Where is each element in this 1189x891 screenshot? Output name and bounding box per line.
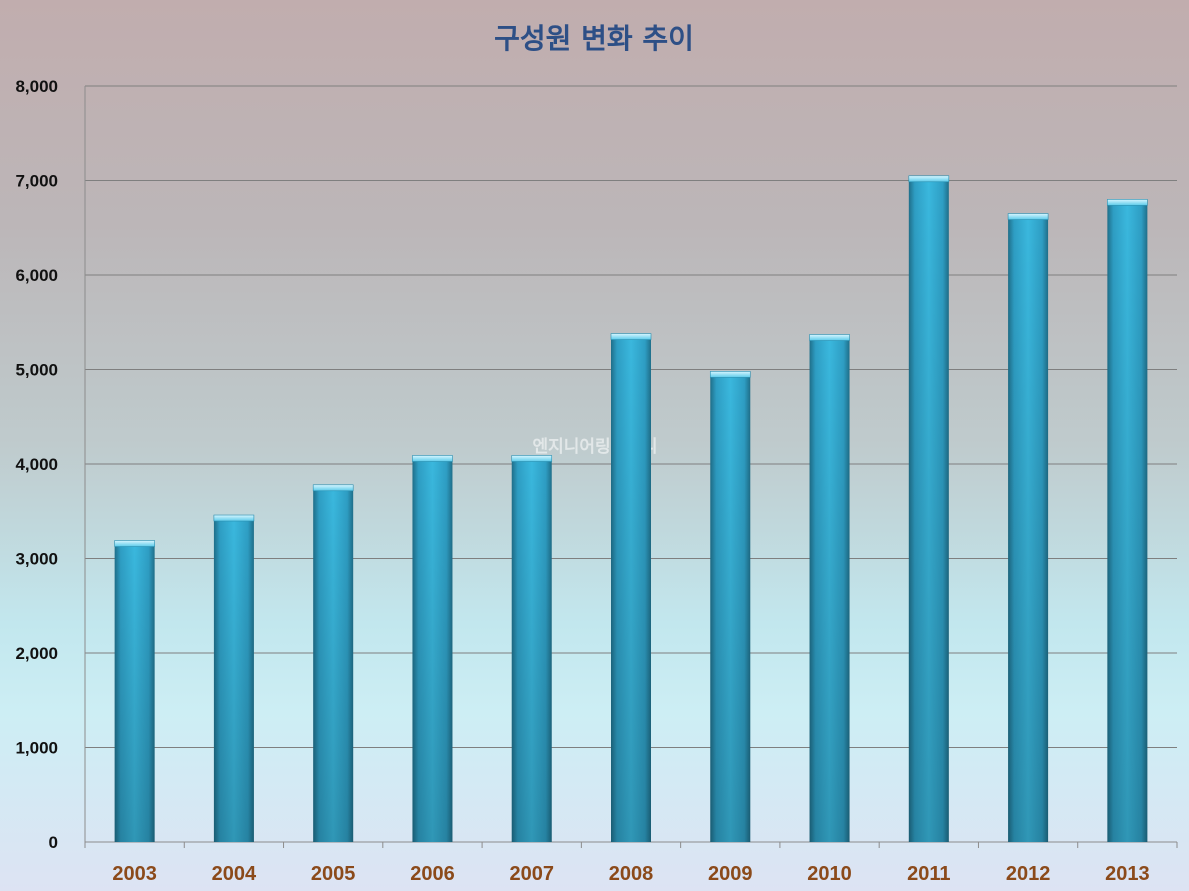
bar-cap: [511, 455, 553, 462]
x-tick-label: 2004: [212, 863, 257, 885]
bar-2011: [908, 175, 950, 842]
y-tick-label: 8,000: [15, 77, 58, 96]
bar-cap: [114, 540, 155, 547]
bar-shade: [511, 455, 552, 842]
bar-cap: [610, 333, 652, 340]
x-axis-ticks: 2003 2004 2005 2006 2007 2008 2009 2010 2011 2012…: [112, 863, 1149, 885]
bar-shade: [114, 540, 155, 842]
bar-shade: [611, 333, 651, 842]
x-tick-label: 2003: [112, 863, 157, 885]
bars: [114, 175, 1148, 842]
bar-2013: [1107, 199, 1148, 842]
x-tick-label: 2009: [708, 863, 753, 885]
bar-shade: [710, 371, 751, 842]
y-tick-label: 7,000: [15, 172, 58, 191]
y-axis-ticks: 0 1,000 2,000 3,000 4,000 5,000 6,000 7,000 8,00…: [15, 77, 58, 852]
bar-2006: [412, 455, 453, 842]
chart-title: 구성원 변화 추이: [494, 22, 694, 55]
bar-shade: [809, 334, 850, 842]
bar-cap: [412, 455, 453, 462]
x-tick-label: 2007: [509, 863, 554, 885]
bar-2003: [114, 540, 155, 842]
x-tick-label: 2013: [1105, 863, 1150, 885]
bar-cap: [213, 514, 255, 522]
y-tick-label: 2,000: [15, 644, 58, 663]
bar-2008: [610, 333, 652, 842]
y-tick-label: 1,000: [15, 739, 58, 758]
bar-cap: [1107, 199, 1148, 206]
y-tick-label: 5,000: [15, 361, 58, 380]
bar-2012: [1007, 213, 1049, 842]
bar-shade: [908, 175, 949, 842]
x-tick-label: 2012: [1006, 863, 1051, 885]
bar-cap: [809, 334, 850, 341]
x-tick-label: 2011: [907, 863, 950, 885]
bar-shade: [1107, 199, 1148, 842]
bar-2007: [511, 455, 553, 842]
y-tick-label: 0: [49, 833, 58, 852]
y-tick-label: 6,000: [15, 266, 58, 285]
bar-shade: [213, 515, 254, 842]
bar-2009: [709, 371, 751, 842]
bar-cap: [709, 371, 751, 378]
bar-cap: [312, 484, 354, 492]
x-tick-label: 2006: [410, 863, 455, 885]
bar-2010: [809, 334, 850, 842]
bar-shade: [412, 455, 453, 842]
bar-shade: [1008, 213, 1049, 842]
x-tick-label: 2005: [311, 863, 356, 885]
x-tick-label: 2008: [609, 863, 654, 885]
bar-cap: [1007, 213, 1049, 220]
y-tick-label: 4,000: [15, 455, 58, 474]
bar-2004: [213, 514, 255, 842]
bar-shade: [313, 484, 354, 842]
y-tick-label: 3,000: [15, 550, 58, 569]
bar-cap: [908, 175, 950, 183]
x-tick-label: 2010: [807, 863, 852, 885]
bar-2005: [312, 484, 354, 842]
